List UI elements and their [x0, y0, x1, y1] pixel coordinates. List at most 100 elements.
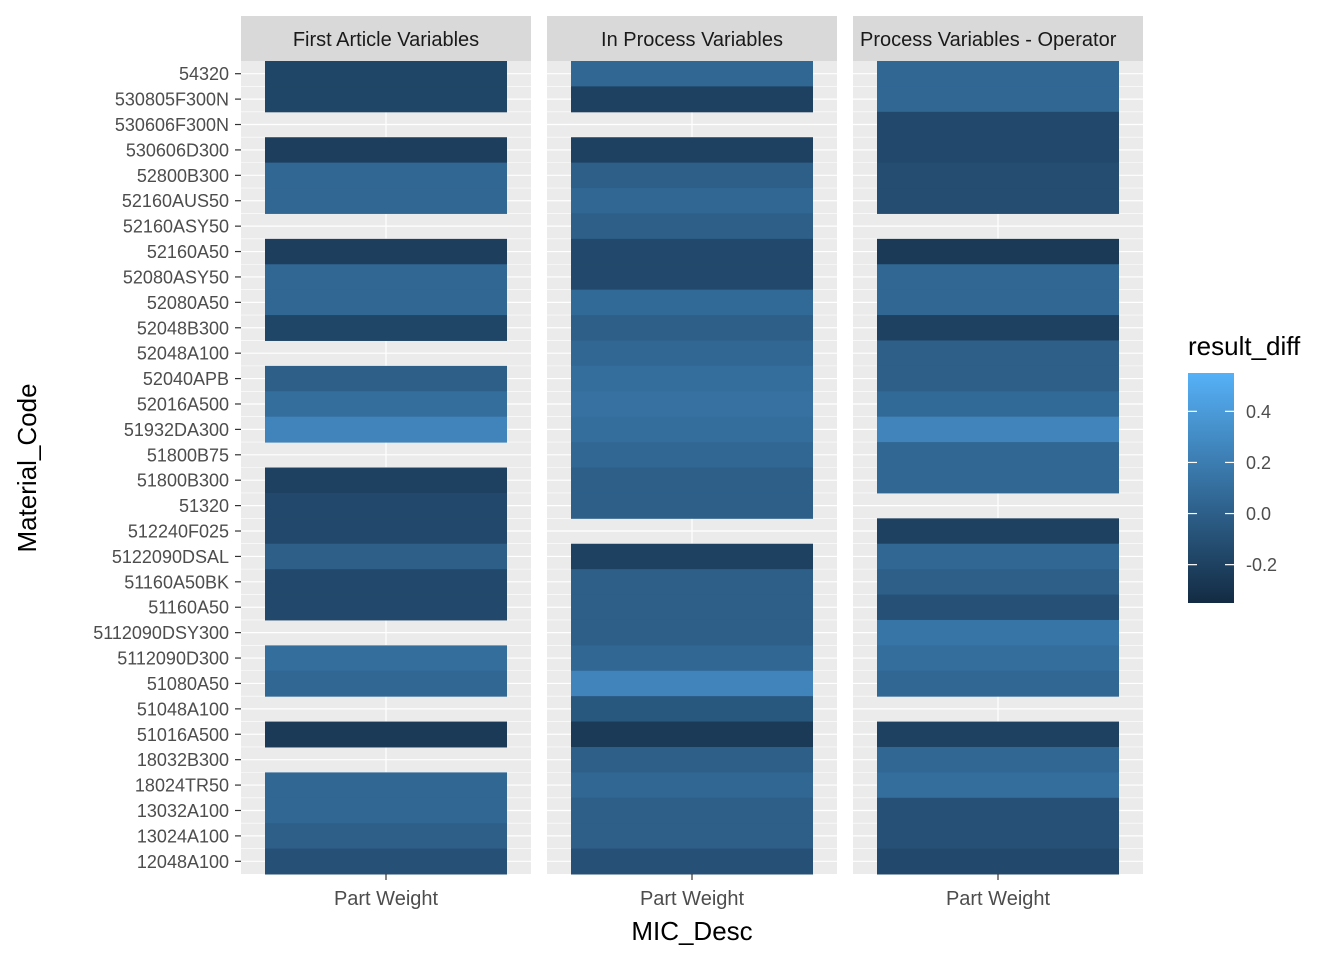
heatmap-tile	[265, 645, 507, 672]
heatmap-tile	[265, 848, 507, 875]
y-tick-label: 52160AUS50	[122, 191, 229, 211]
facet-strip	[547, 16, 837, 61]
heatmap-tile	[571, 569, 813, 596]
y-tick-label: 52160ASY50	[123, 217, 229, 237]
heatmap-tile	[265, 137, 507, 164]
heatmap-tile	[265, 391, 507, 418]
heatmap-tile	[571, 213, 813, 240]
heatmap-tile	[877, 137, 1119, 164]
heatmap-tile	[571, 391, 813, 418]
y-tick-label: 5122090DSAL	[112, 547, 229, 567]
y-tick-label: 52080ASY50	[123, 267, 229, 287]
heatmap-tile	[877, 315, 1119, 341]
heatmap-tile	[877, 289, 1119, 316]
heatmap-tile	[571, 645, 813, 672]
heatmap-tile	[877, 848, 1119, 875]
legend-colorbar	[1188, 373, 1234, 603]
heatmap-tile	[877, 721, 1119, 748]
heatmap-tile	[877, 797, 1119, 824]
y-tick-label: 51320	[179, 496, 229, 516]
heatmap-tile	[571, 416, 813, 443]
heatmap-tile	[265, 315, 507, 341]
heatmap-tile	[571, 162, 813, 189]
facet-panel: First Article Variables	[241, 16, 531, 875]
legend-break-label: -0.2	[1246, 555, 1277, 575]
heatmap-tile	[877, 746, 1119, 773]
heatmap-tile	[571, 137, 813, 164]
facet-panel: Process Variables - Operator	[853, 16, 1143, 875]
heatmap-tile	[571, 492, 813, 519]
x-axis: Part Weight Part Weight Part Weight	[334, 874, 1051, 910]
heatmap-tile	[265, 61, 507, 87]
y-tick-label: 51016A500	[137, 725, 229, 745]
y-tick-label: 530606D300	[126, 140, 229, 160]
y-tick-label: 18032B300	[137, 750, 229, 770]
y-tick-label: 52040APB	[143, 369, 229, 389]
heatmap-tile	[877, 543, 1119, 570]
heatmap-tile	[877, 86, 1119, 113]
legend-title: result_diff	[1188, 331, 1301, 361]
heatmap-tile	[571, 721, 813, 748]
heatmap-tile	[571, 264, 813, 291]
heatmap-tile	[571, 670, 813, 697]
heatmap-tile	[571, 543, 813, 570]
legend-break-label: 0.4	[1246, 402, 1271, 422]
y-tick-label: 52160A50	[147, 242, 229, 262]
heatmap-tile	[877, 391, 1119, 418]
heatmap-tile	[571, 61, 813, 87]
heatmap-tile	[265, 543, 507, 570]
heatmap-tile	[877, 467, 1119, 494]
facet-panel: In Process Variables	[547, 16, 837, 875]
y-tick-label: 5112090D300	[117, 649, 229, 669]
facet-strip-label: Process Variables - Operator	[860, 29, 1117, 51]
heatmap-tile	[571, 823, 813, 850]
heatmap-tile	[877, 823, 1119, 850]
heatmap-tile	[571, 289, 813, 316]
heatmap-tile	[265, 264, 507, 291]
heatmap-tile	[877, 619, 1119, 646]
facet-strip-label: In Process Variables	[601, 29, 783, 51]
heatmap-tile	[571, 442, 813, 468]
color-legend: result_diff 0.4 0.2 0.0 -0.2	[1188, 331, 1301, 603]
heatmap-tile	[571, 619, 813, 646]
heatmap-tile	[877, 340, 1119, 367]
heatmap-tile	[877, 238, 1119, 265]
x-axis-title: MIC_Desc	[631, 916, 752, 946]
facet-strip-label: First Article Variables	[293, 29, 479, 51]
heatmap-tile	[571, 365, 813, 392]
x-tick-label: Part Weight	[334, 888, 439, 910]
heatmap-tile	[265, 188, 507, 214]
heatmap-tile	[265, 721, 507, 748]
heatmap-tile	[265, 289, 507, 316]
heatmap-tile	[265, 569, 507, 596]
heatmap-tile	[877, 111, 1119, 138]
heatmap-tile	[571, 467, 813, 494]
heatmap-tile	[571, 594, 813, 621]
y-tick-label: 51160A50	[148, 598, 229, 618]
y-tick-label: 52016A500	[137, 394, 229, 414]
heatmap-tile	[265, 518, 507, 545]
heatmap-tile	[571, 696, 813, 723]
y-tick-label: 52080A50	[147, 293, 229, 313]
heatmap-tile	[571, 86, 813, 113]
y-tick-label: 51160A50BK	[124, 572, 229, 592]
heatmap-tile	[265, 797, 507, 824]
y-tick-label: 13032A100	[137, 801, 229, 821]
y-tick-label: 51932DA300	[124, 420, 229, 440]
y-tick-label: 12048A100	[137, 852, 229, 872]
heatmap-tile	[265, 492, 507, 519]
heatmap-tile	[877, 645, 1119, 672]
heatmap-tile	[877, 61, 1119, 87]
heatmap-tile	[877, 188, 1119, 214]
heatmap-tile	[877, 416, 1119, 443]
heatmap-tile	[571, 315, 813, 341]
y-tick-label: 51080A50	[147, 674, 229, 694]
y-tick-label: 52048A100	[137, 344, 229, 364]
x-tick-label: Part Weight	[640, 888, 745, 910]
heatmap-tile	[571, 848, 813, 875]
heatmap-tile	[571, 188, 813, 214]
heatmap-tile	[265, 670, 507, 697]
facet-strip	[241, 16, 531, 61]
facets-group: First Article Variables In Process Variab…	[241, 16, 1143, 875]
heatmap-tile	[877, 518, 1119, 545]
